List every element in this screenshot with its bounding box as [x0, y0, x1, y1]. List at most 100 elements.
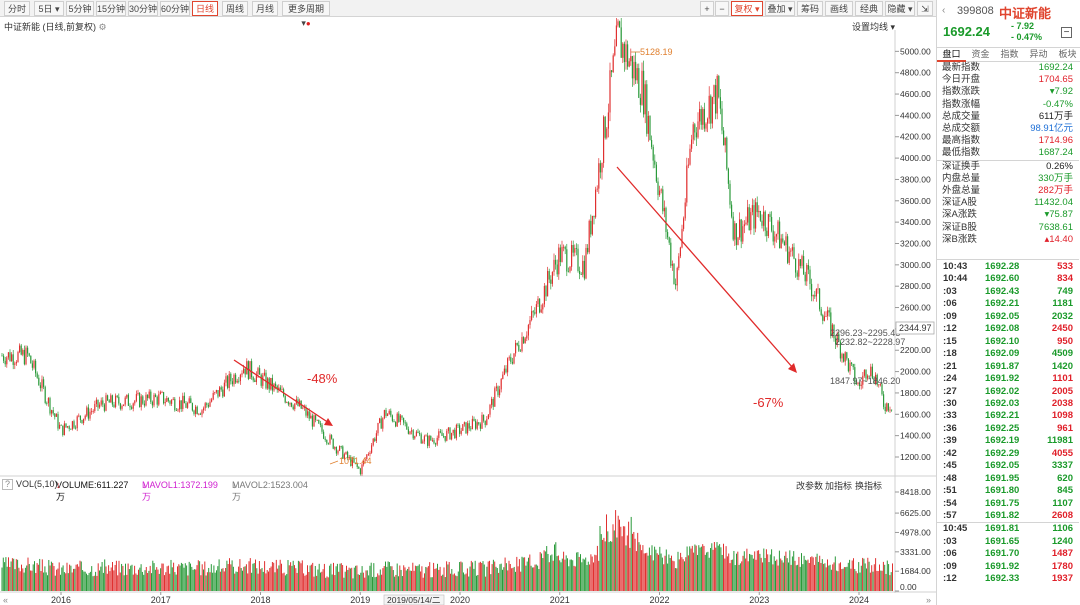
- tab-bankuai[interactable]: 板块: [1058, 49, 1077, 59]
- tab-5min[interactable]: 5分钟: [66, 1, 94, 16]
- overlay-button[interactable]: 叠加 ▾: [765, 1, 795, 16]
- zoom-out-button[interactable]: −: [715, 1, 729, 16]
- quote-row: 最高指数 1714.96: [937, 135, 1079, 147]
- tab-yidong[interactable]: 异动: [1029, 49, 1048, 59]
- candle-body: [367, 454, 369, 455]
- settings-gear-icon[interactable]: ⚙: [98, 22, 107, 32]
- candle-body: [529, 320, 531, 325]
- volume-bar: [400, 569, 402, 591]
- candle-body: [833, 324, 835, 339]
- volume-bar: [457, 571, 459, 591]
- back-icon[interactable]: ‹: [942, 5, 946, 16]
- candle-body: [662, 189, 664, 212]
- zoom-in-button[interactable]: +: [700, 1, 714, 16]
- candle-body: [628, 61, 630, 67]
- volume-bar: [466, 568, 468, 591]
- candle-body: [438, 431, 440, 438]
- candle-body: [695, 132, 697, 138]
- change-params-button[interactable]: 改参数: [796, 481, 824, 491]
- volume-bar: [433, 562, 435, 591]
- tab-intraday[interactable]: 分时: [4, 1, 30, 16]
- tab-30min[interactable]: 30分钟: [128, 1, 158, 16]
- tab-daily[interactable]: 日线: [192, 1, 218, 16]
- tab-more-periods[interactable]: 更多周期 ▾●: [282, 1, 330, 28]
- tick-price: 1692.28: [985, 261, 1020, 272]
- volume-header: ? VOL(5,10) VOLUME:611.227万 ↓ MAVOL1:1372…: [0, 478, 936, 502]
- candle-body: [431, 440, 433, 441]
- switch-indicator-button[interactable]: 换指标: [855, 481, 883, 491]
- price-tick-label: 2200.00: [900, 345, 931, 355]
- volume-bar: [67, 573, 69, 591]
- tab-pankou[interactable]: 盘口: [937, 48, 966, 62]
- volume-bar: [49, 565, 51, 591]
- candle-body: [332, 438, 334, 449]
- volume-bar: [148, 570, 150, 591]
- tick-time: :18: [943, 348, 957, 360]
- candle-body: [217, 390, 219, 397]
- candle-body: [619, 21, 621, 28]
- index-name: 中证新能: [999, 6, 1052, 21]
- candle-body: [57, 414, 59, 429]
- fuquan-button[interactable]: 复权 ▾: [731, 1, 763, 16]
- volume-bar: [821, 559, 823, 591]
- volume-bar: [641, 550, 643, 591]
- tab-monthly[interactable]: 月线: [252, 1, 278, 16]
- volume-bar: [880, 570, 882, 591]
- volume-bar: [21, 564, 22, 591]
- candle-body: [766, 230, 768, 236]
- volume-bar: [209, 572, 211, 591]
- volume-bar: [286, 574, 288, 591]
- volume-bar: [339, 563, 341, 591]
- expand-icon[interactable]: ⇲: [917, 1, 933, 16]
- volume-bar: [18, 567, 20, 591]
- volume-bar: [879, 564, 880, 591]
- volume-bar: [92, 576, 94, 591]
- volume-bar: [548, 562, 550, 591]
- volume-bar: [203, 569, 204, 591]
- tab-15min[interactable]: 15分钟: [96, 1, 126, 16]
- volume-bar: [550, 555, 552, 591]
- volume-bar: [797, 564, 799, 591]
- candle-body: [673, 264, 675, 285]
- vol-help-icon[interactable]: ?: [2, 479, 14, 490]
- volume-bar: [197, 560, 199, 591]
- candle-body: [679, 247, 681, 257]
- candle-body: [787, 236, 789, 263]
- candle-body: [655, 164, 657, 182]
- candle-body: [51, 410, 53, 414]
- candle-body: [43, 379, 45, 387]
- volume-bar: [659, 546, 661, 591]
- candle-body: [380, 418, 382, 429]
- candle-body: [513, 353, 515, 364]
- candle-body: [111, 395, 113, 405]
- candle-body: [323, 431, 325, 439]
- candle-body: [447, 427, 449, 431]
- tab-60min[interactable]: 60分钟: [160, 1, 190, 16]
- classic-button[interactable]: 经典: [855, 1, 883, 16]
- tab-zhishu[interactable]: 指数: [1000, 49, 1019, 59]
- add-indicator-button[interactable]: 加指标: [825, 481, 853, 491]
- kline-chart-panel[interactable]: 中证新能 (日线,前复权) ⚙ 设置均线 ▾ 5000.00 4800.00 460…: [0, 18, 936, 605]
- tick-price: 1692.29: [985, 447, 1020, 459]
- ma-setting-button[interactable]: 设置均线 ▾: [852, 22, 896, 32]
- volume-bar: [84, 571, 86, 591]
- draw-line-button[interactable]: 画线: [825, 1, 853, 16]
- candle-body: [745, 222, 747, 225]
- quote-row-value: 1714.96: [1038, 135, 1073, 147]
- volume-bar: [769, 554, 771, 591]
- tick-volume: 1106: [1052, 523, 1073, 535]
- hide-button[interactable]: 隐藏 ▾: [885, 1, 915, 16]
- volume-bar: [151, 573, 152, 591]
- candle-body: [870, 366, 872, 376]
- tab-5day[interactable]: 5日 ▾: [34, 1, 64, 16]
- candle-body: [137, 392, 139, 395]
- volume-bar: [166, 566, 168, 591]
- candle-body: [415, 431, 417, 437]
- collapse-button[interactable]: −: [1061, 27, 1072, 38]
- volume-bar: [568, 566, 570, 591]
- chips-button[interactable]: 筹码: [797, 1, 823, 16]
- volume-bar: [877, 571, 879, 591]
- tab-zijin[interactable]: 资金: [971, 49, 990, 59]
- candle-body: [374, 438, 376, 441]
- tab-weekly[interactable]: 周线: [222, 1, 248, 16]
